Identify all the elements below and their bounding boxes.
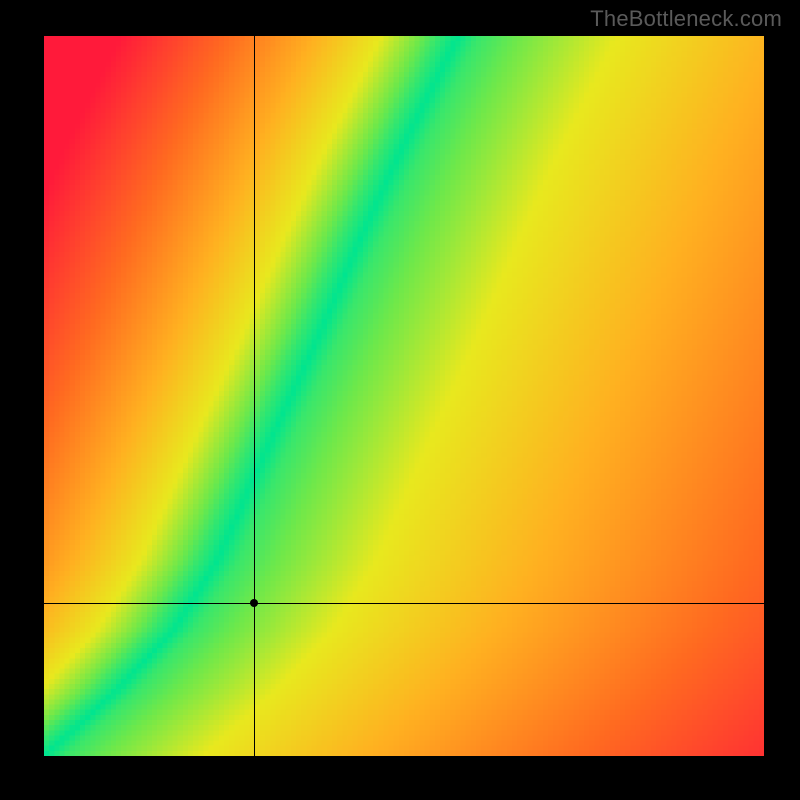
crosshair-marker-dot (250, 599, 258, 607)
crosshair-vertical-line (254, 36, 255, 756)
heatmap-canvas (44, 36, 764, 756)
crosshair-horizontal-line (44, 603, 764, 604)
bottleneck-heatmap-plot (44, 36, 764, 756)
watermark-text: TheBottleneck.com (590, 6, 782, 32)
